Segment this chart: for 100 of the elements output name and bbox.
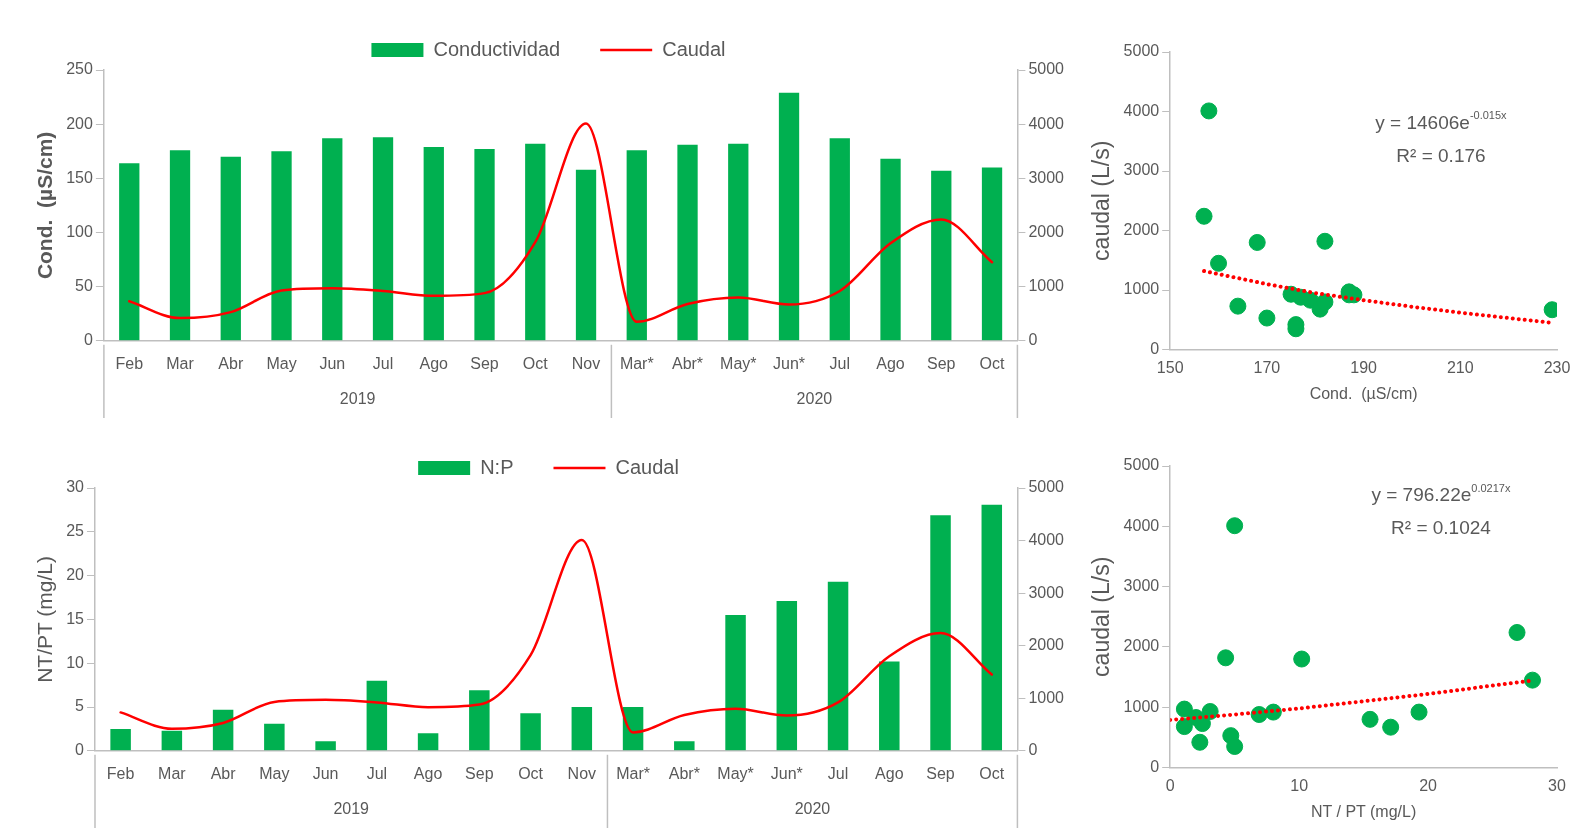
y-tick-label: 5000 [1123,42,1160,60]
bar [879,661,900,751]
point [1210,254,1228,272]
y-tick-label: 20 [66,566,85,584]
bar [264,723,285,751]
y2-tick-label: 3000 [1028,583,1065,601]
x-tick-label: Oct [979,764,1005,782]
x-tick-label: Jul [372,354,394,372]
bar [161,730,183,751]
bar [575,169,597,341]
x-tick-label: 190 [1350,358,1378,376]
y2-tick-label: 2000 [1028,222,1065,240]
bar [372,137,394,341]
y-tick-label: 30 [66,478,85,496]
point [1191,733,1209,751]
y-tick-label: 250 [66,60,93,78]
x-tick-label: Sep [926,764,955,782]
point [1524,671,1541,689]
text: 2020 [794,800,831,818]
y-tick-label: 0 [75,741,85,759]
y-tick-label: 0 [1150,340,1160,358]
y-tick-label: 10 [66,653,85,671]
point [1410,703,1428,721]
y-tick-label: 5000 [1123,456,1160,474]
x-tick-label: Ago [875,764,904,782]
y2-tick-label: 0 [1028,331,1038,349]
x-tick-label: Oct [518,764,544,782]
y-tick-label: 0 [83,331,93,349]
bar [520,713,541,751]
bar [677,144,698,341]
x-tick-label: Jul [829,354,851,372]
bar [169,150,191,341]
bar [725,615,746,751]
bar [827,581,849,751]
point [1293,650,1311,668]
bar [571,707,593,751]
y2-tick-label: 1000 [1028,688,1065,706]
x-tick-label: Abr* [671,354,704,372]
x-tick-label: Mar* [616,764,650,782]
y-axis-title: Cond. (µS/cm) [33,131,57,280]
y-tick-label: 25 [66,522,85,540]
x-tick-label: Ago [876,354,905,372]
x-tick-label: Ago [413,764,443,782]
y-tick-label: 50 [75,277,93,295]
text: 2019 [333,800,370,818]
point [1229,297,1247,315]
x-tick-label: May* [720,354,757,372]
legend-label: Caudal [615,455,679,478]
y2-tick-label: 0 [1028,741,1038,759]
bar [220,156,241,341]
x-tick-label: 170 [1253,358,1281,376]
text: 2020 [796,390,833,408]
point [1226,517,1244,535]
x-tick-label: Ago [419,354,449,372]
legend-label: Conductividad [433,37,561,60]
point [1316,293,1334,311]
bar [271,151,292,341]
y-tick-label: 3000 [1123,161,1160,179]
x-tick-label: 10 [1290,776,1309,794]
bar [469,690,490,751]
line-series [119,538,994,734]
bar [981,167,1003,341]
x-tick-label: May [259,764,290,782]
y-tick-label: 150 [66,168,93,186]
point [1258,309,1276,327]
x-tick-label: Nov [567,764,597,782]
x-tick-label: 230 [1543,358,1571,376]
text: 2019 [339,390,376,408]
y-tick-label: 2000 [1123,637,1160,655]
bar [674,741,695,751]
x-tick-label: Jun [312,764,339,782]
x-axis-title: Cond. (µS/cm) [1309,384,1418,402]
x-tick-label: Feb [115,354,144,372]
point [1175,718,1193,736]
y-tick-label: 100 [66,222,93,240]
point [1361,710,1379,728]
point [1292,288,1310,306]
bar [110,728,131,751]
x-tick-label: Oct [979,354,1006,372]
point [1382,718,1400,736]
bar [474,149,495,341]
y2-tick-label: 3000 [1028,168,1065,186]
y2-tick-label: 2000 [1028,636,1065,654]
x-tick-label: Sep [470,354,499,372]
y2-tick-label: 4000 [1028,530,1065,548]
legend-label: Caudal [662,37,726,60]
x-tick-label: May [266,354,297,372]
x-tick-label: Abr* [668,764,700,782]
x-tick-label: Oct [522,354,549,372]
y-tick-label: 3000 [1123,577,1160,595]
x-tick-label: Feb [106,764,135,782]
bar [119,163,140,341]
bar [728,143,749,341]
y2-tick-label: 1000 [1028,277,1065,295]
legend-label: N:P [480,455,514,478]
bar [880,158,901,341]
bar [525,143,546,341]
x-tick-label: Mar* [619,354,654,372]
x-tick-label: 0 [1165,776,1175,794]
annotation: R² = 0.176 [1396,144,1486,166]
